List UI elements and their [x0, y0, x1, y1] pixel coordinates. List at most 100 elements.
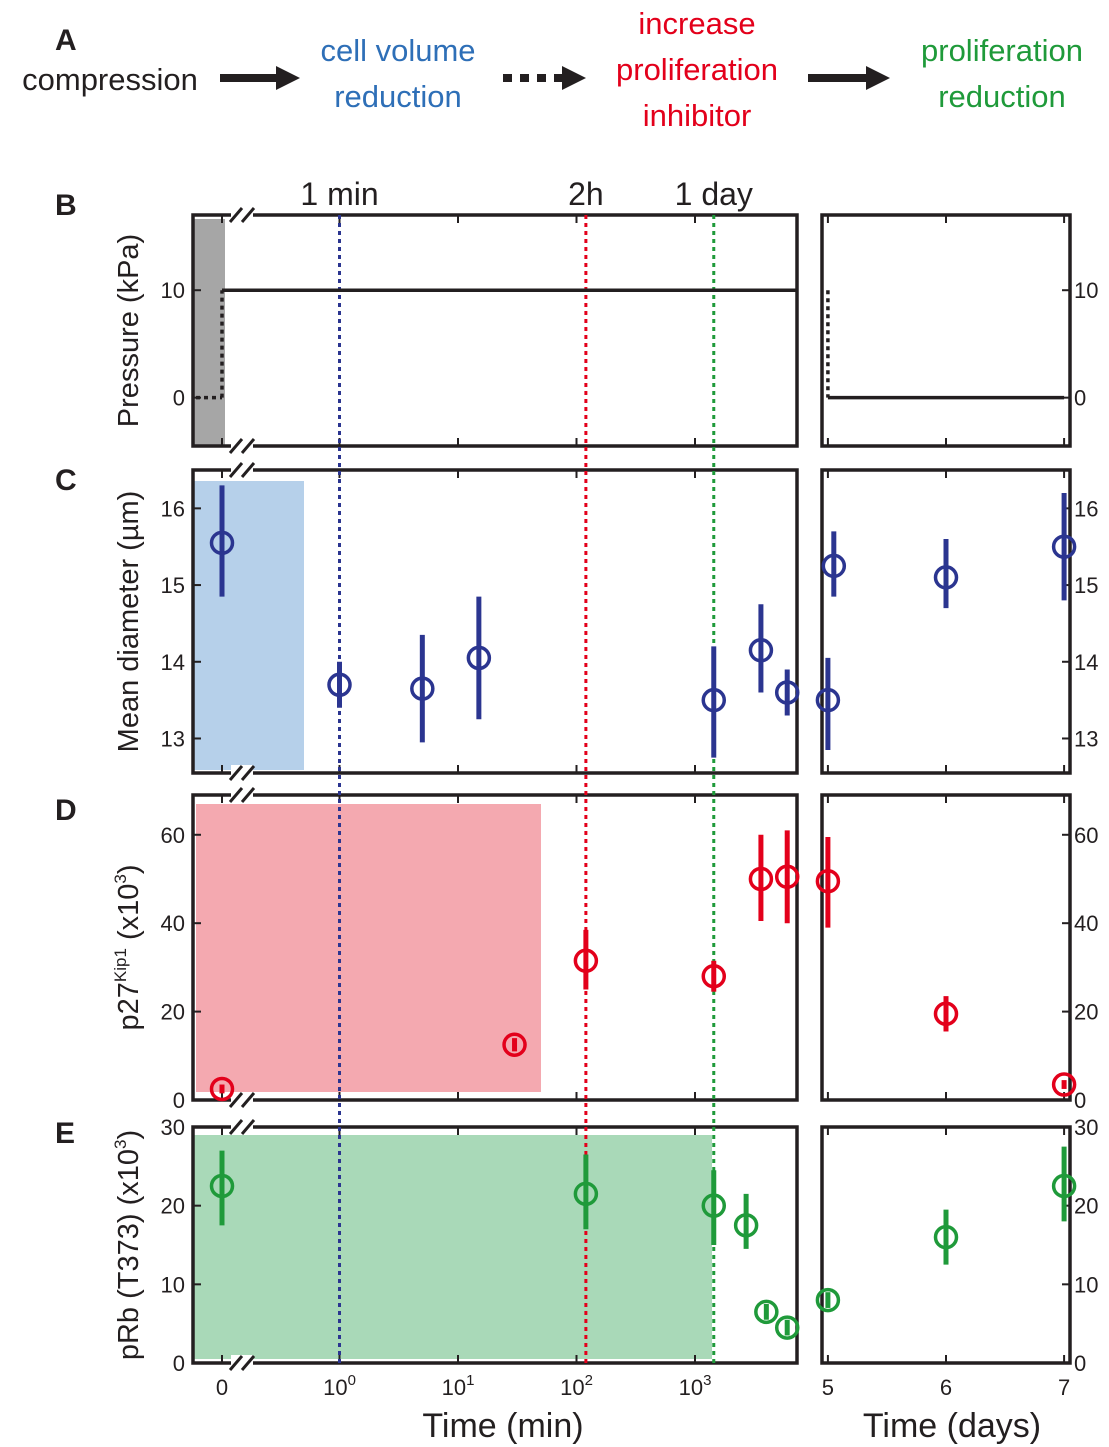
y-tick-label: 20 — [161, 1194, 185, 1219]
data-point — [748, 834, 774, 921]
axis-break-gap — [231, 765, 253, 781]
axis-break — [228, 438, 256, 454]
data-point — [821, 531, 847, 597]
x-tick-exponent: 2 — [585, 1372, 593, 1389]
arrow-solid-2 — [808, 66, 890, 90]
y-label-superscript: Kip1 — [111, 948, 130, 982]
data-point — [933, 1209, 959, 1265]
x-tick-label-right: 6 — [940, 1375, 952, 1400]
axis-break-gap — [231, 1119, 253, 1135]
point-marker — [466, 645, 492, 671]
point-marker — [815, 687, 841, 713]
data-point — [209, 1076, 235, 1102]
x-tick-base: 10 — [442, 1375, 466, 1400]
x-tick-base: 10 — [679, 1375, 703, 1400]
volume-reduction-shade — [194, 481, 304, 770]
y-axis-label: Pressure (kPa) — [113, 234, 145, 427]
step-line: proliferation — [921, 33, 1083, 68]
panel-c: C 13 13 14 14 15 15 16 16 Mean diameter (µm) — [55, 462, 1098, 781]
x-axis-label-left: Time (min) — [422, 1407, 583, 1445]
axis-break-slash — [228, 1092, 244, 1108]
y-tick-label: 60 — [161, 823, 185, 848]
panel-e: E 0 0 10 10 20 20 30 30 pRb (T373) (x103) — [55, 1115, 1098, 1376]
marker-label: 1 day — [675, 176, 753, 212]
y-tick-label: 0 — [173, 386, 185, 411]
point-marker — [815, 868, 841, 894]
panel-b-label: B — [55, 189, 77, 222]
axis-break — [228, 207, 256, 223]
data-point — [1051, 1146, 1077, 1222]
axis-break — [228, 787, 256, 803]
point-marker — [774, 864, 800, 890]
panel-d-label: D — [55, 794, 77, 827]
data-point — [815, 836, 841, 928]
data-points-c — [209, 485, 1077, 758]
axis-break-slash — [240, 438, 256, 454]
y-tick-label-right: 15 — [1074, 573, 1098, 598]
y-tick-label-right: 0 — [1074, 1088, 1086, 1113]
x-tick-base: 10 — [560, 1375, 584, 1400]
axis-break-gap — [231, 207, 253, 223]
panel-d: D 0 0 20 20 40 40 60 60 p27Kip1 (x103) — [55, 787, 1098, 1113]
point-marker — [209, 1173, 235, 1199]
x-tick-label: 101 — [442, 1372, 475, 1400]
axis-break-slash — [228, 1119, 244, 1135]
data-point — [754, 1299, 779, 1325]
y-tick-label-right: 20 — [1074, 1194, 1098, 1219]
axis-break-slash — [240, 787, 256, 803]
data-point — [573, 1154, 599, 1230]
point-marker — [701, 687, 727, 713]
y-tick-label: 40 — [161, 911, 185, 936]
y-label-rest: (x10 — [113, 884, 145, 948]
data-point — [748, 604, 774, 693]
point-marker — [748, 638, 774, 663]
data-point — [701, 646, 727, 758]
y-axis-label: pRb (T373) (x103) — [111, 1130, 145, 1360]
step-cell-volume-reduction: cell volume reduction — [320, 33, 475, 114]
point-marker — [209, 1076, 235, 1102]
point-marker — [933, 1224, 959, 1250]
y-tick-label: 15 — [161, 573, 185, 598]
axis-break-gap — [231, 1092, 253, 1108]
y-tick-label: 30 — [161, 1115, 185, 1140]
y-label-end: ) — [113, 1130, 145, 1140]
point-marker — [754, 1299, 779, 1325]
y-tick-label-right: 60 — [1074, 823, 1098, 848]
data-point — [1051, 493, 1077, 601]
step-line: compression — [22, 62, 198, 97]
marker-label: 2h — [568, 176, 604, 212]
y-tick-label: 13 — [161, 726, 185, 751]
axis-break — [228, 1092, 256, 1108]
x-tick-label-right: 5 — [822, 1375, 834, 1400]
data-point — [466, 596, 492, 720]
point-marker — [774, 680, 800, 705]
y-label-main: pRb (T373) (x10 — [113, 1149, 145, 1360]
data-points-e — [209, 1146, 1077, 1340]
x-tick-label: 0 — [216, 1375, 228, 1400]
data-points-d — [209, 830, 1077, 1102]
y-tick-label-right: 0 — [1074, 386, 1086, 411]
axis-break-slash — [240, 765, 256, 781]
point-marker — [933, 1001, 959, 1027]
pressure-traces — [196, 288, 1065, 400]
y-tick-label-right: 0 — [1074, 1351, 1086, 1376]
axis-break-gap — [231, 438, 253, 454]
x-axis-label-right: Time (days) — [863, 1407, 1041, 1445]
arrow-dotted — [503, 66, 586, 90]
axis-break-gap — [231, 462, 253, 478]
y-tick-label: 10 — [161, 278, 185, 303]
data-point — [815, 657, 841, 750]
data-point — [209, 1150, 235, 1226]
step-line: cell volume — [320, 33, 475, 68]
point-marker — [701, 963, 727, 989]
axis-break-slash — [228, 462, 244, 478]
data-point — [774, 1315, 800, 1340]
y-tick-label-right: 30 — [1074, 1115, 1098, 1140]
data-point — [209, 485, 235, 597]
step-line: increase — [638, 6, 755, 41]
step-line: proliferation — [616, 52, 778, 87]
y-label-main: p27 — [113, 982, 145, 1030]
axis-break-slash — [228, 765, 244, 781]
